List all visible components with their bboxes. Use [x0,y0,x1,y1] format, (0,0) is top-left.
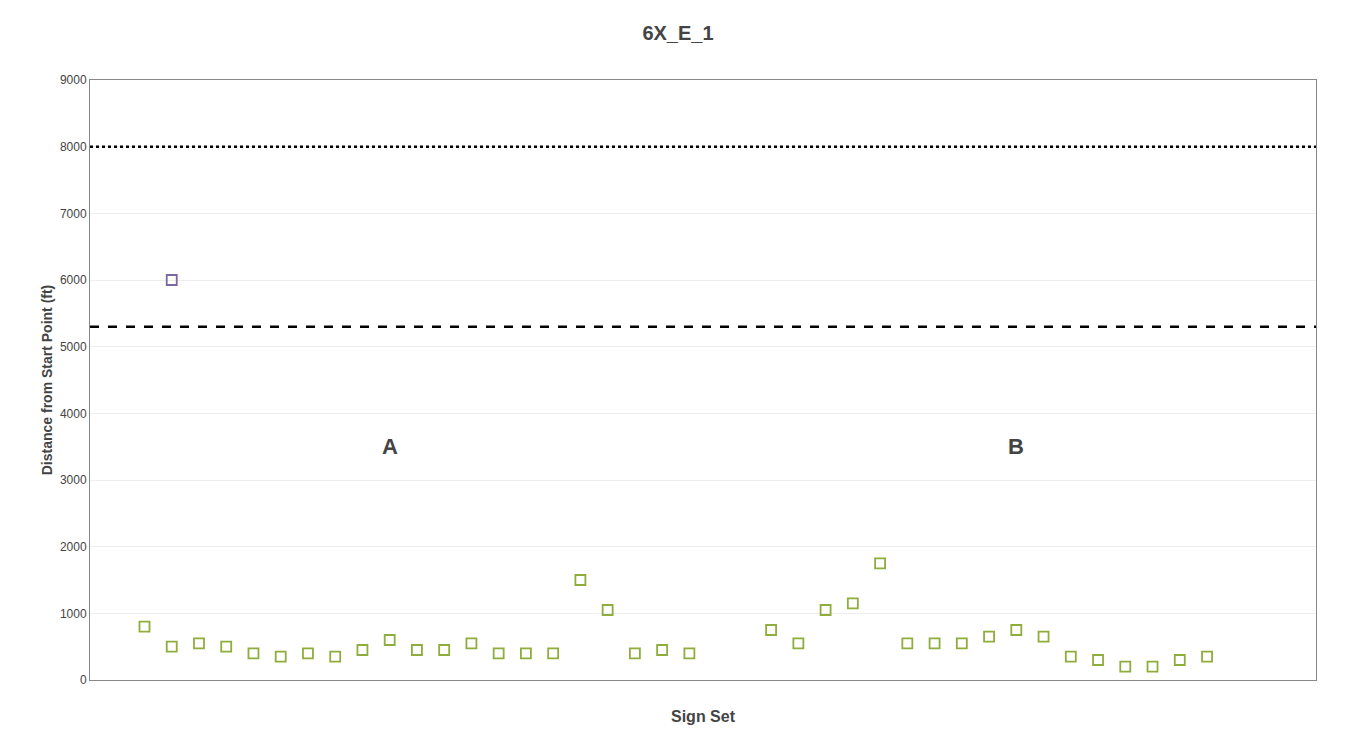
svg-text:Sign Set: Sign Set [671,708,736,725]
svg-text:8000: 8000 [60,140,87,154]
svg-text:2000: 2000 [60,540,87,554]
svg-text:5000: 5000 [60,340,87,354]
svg-text:6000: 6000 [60,273,87,287]
svg-text:1000: 1000 [60,607,87,621]
svg-text:4000: 4000 [60,407,87,421]
svg-text:B: B [1008,434,1024,459]
svg-text:7000: 7000 [60,207,87,221]
svg-text:A: A [382,434,398,459]
svg-text:0: 0 [80,673,87,687]
svg-text:9000: 9000 [60,73,87,87]
svg-text:6X_E_1: 6X_E_1 [642,22,713,44]
svg-text:Distance from Start Point (ft): Distance from Start Point (ft) [39,285,55,476]
svg-text:3000: 3000 [60,473,87,487]
